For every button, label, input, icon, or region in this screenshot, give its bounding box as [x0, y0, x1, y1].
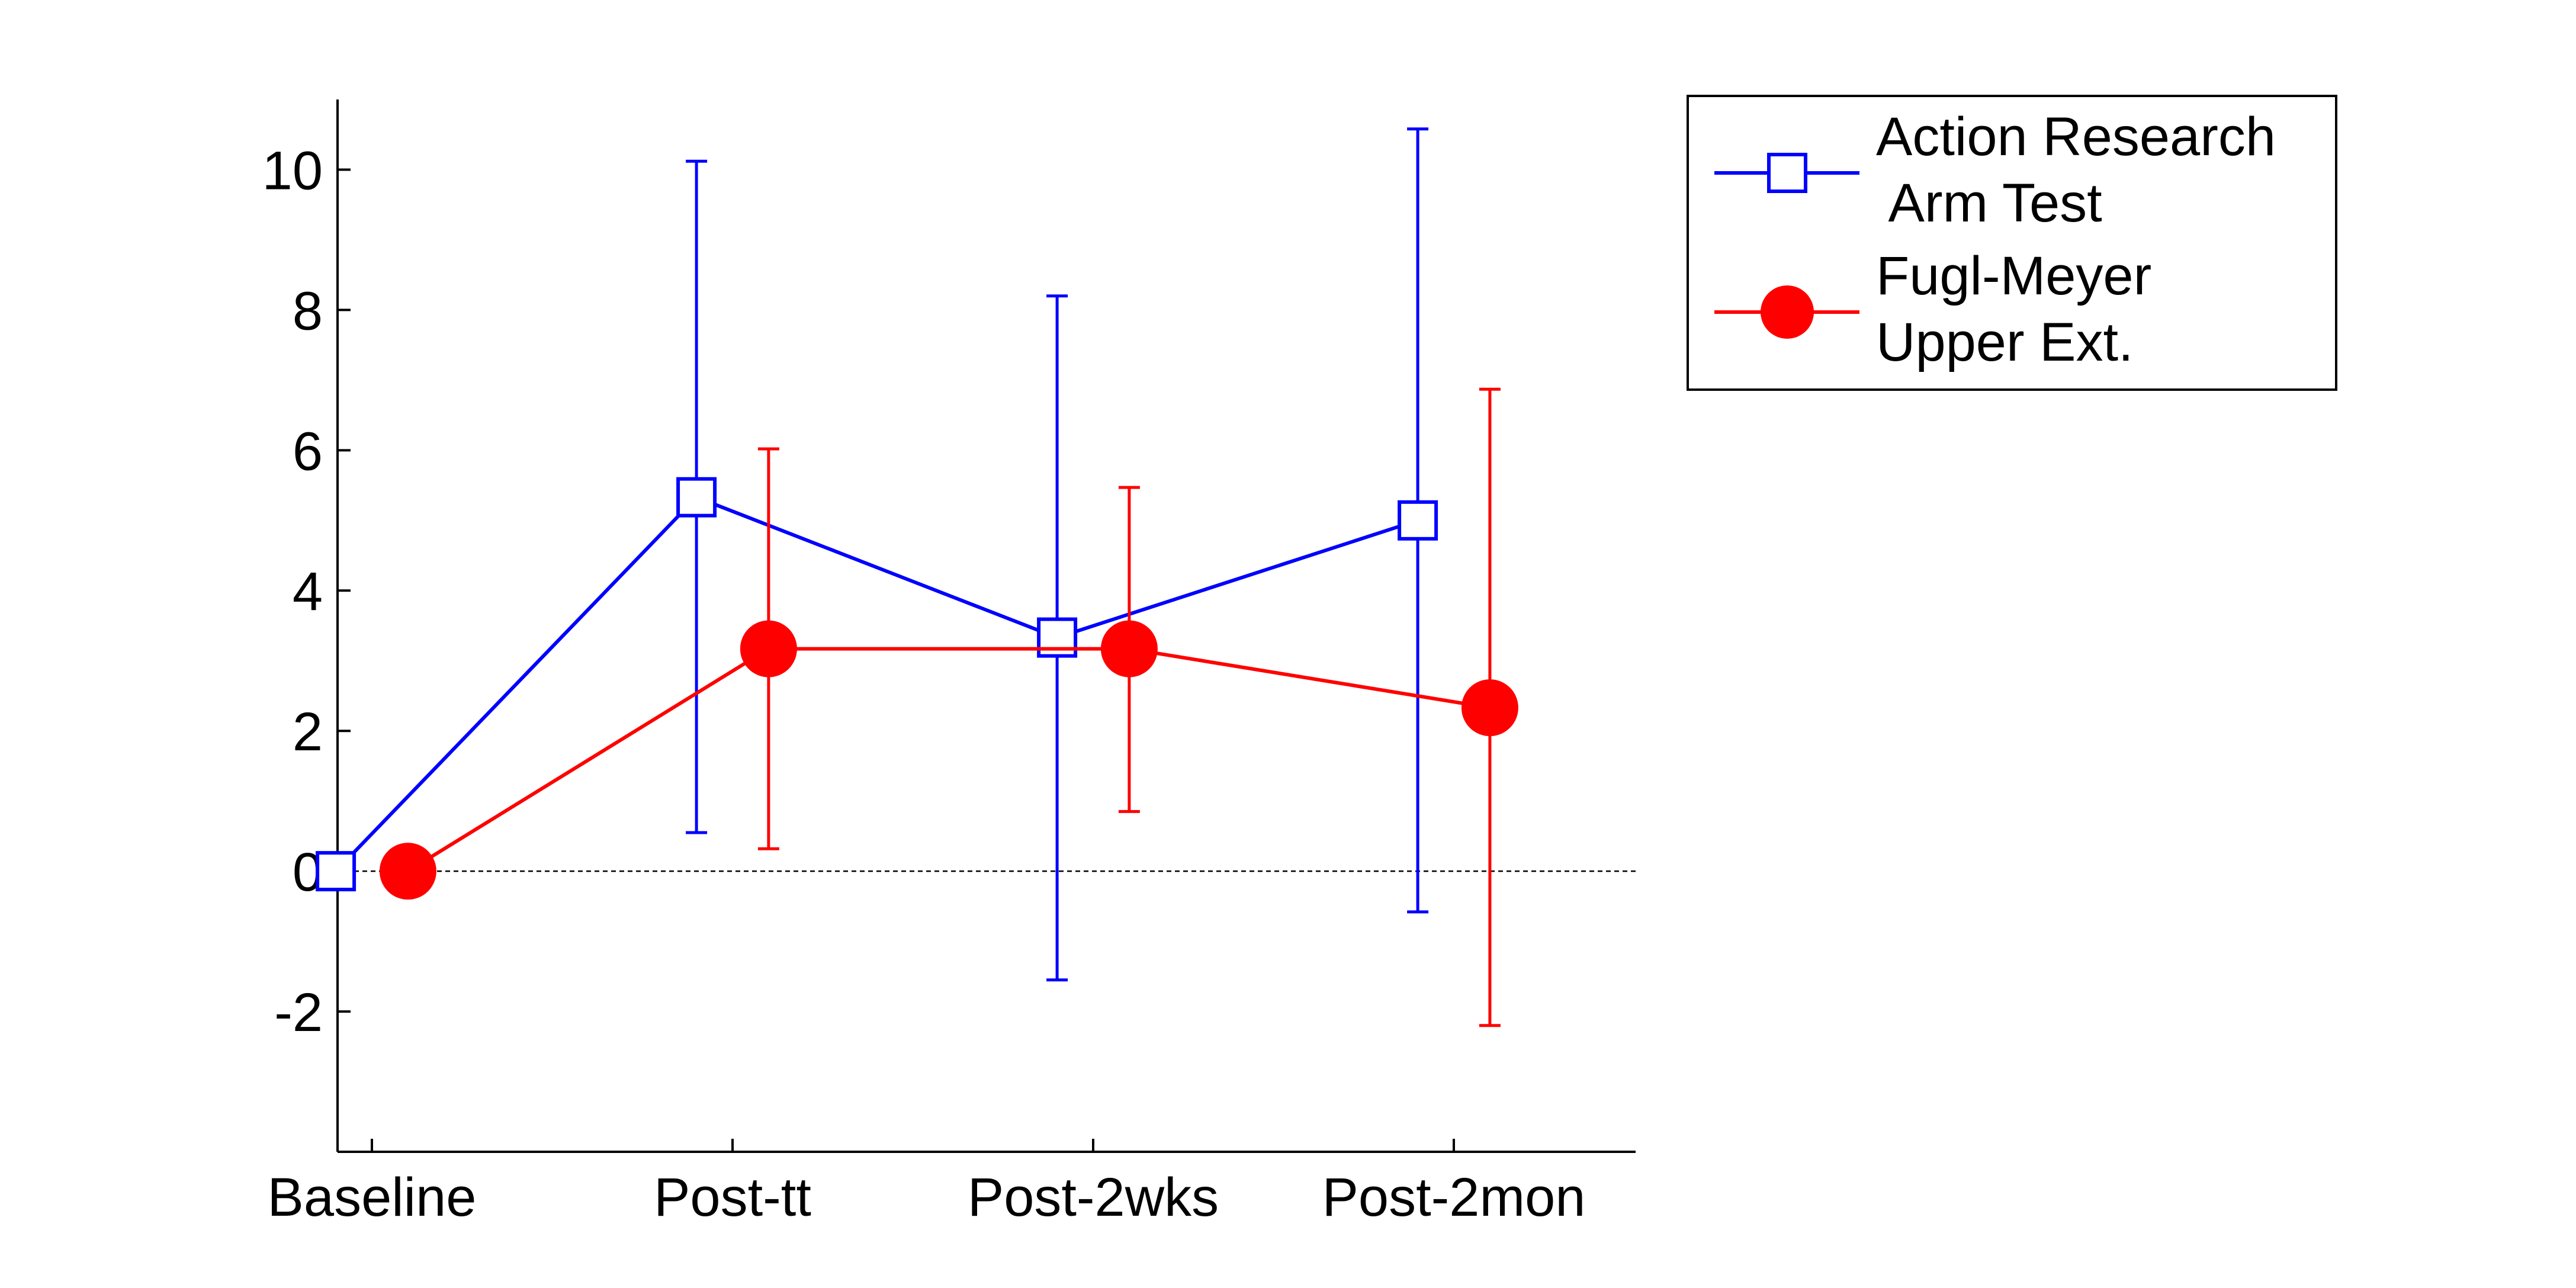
data-point	[1100, 620, 1158, 677]
legend: Action Research Arm Test Fugl-MeyerUpper …	[1687, 95, 2337, 391]
legend-label: Fugl-Meyer	[1876, 246, 2151, 306]
legend-label: Upper Ext.	[1876, 312, 2134, 372]
data-point	[676, 477, 717, 518]
x-tick-label: Post-2wks	[968, 1167, 1219, 1228]
series-2	[379, 387, 1518, 1027]
x-tick-label: Baseline	[268, 1167, 477, 1228]
y-tick-label: 4	[293, 561, 323, 622]
data-point	[740, 620, 797, 677]
legend-marker	[1761, 285, 1814, 339]
x-tick-label: Post-2mon	[1322, 1167, 1586, 1228]
y-tick-label: -2	[274, 982, 323, 1043]
data-point	[316, 851, 356, 892]
legend-label: Arm Test	[1876, 173, 2102, 233]
series-line	[407, 647, 1491, 873]
data-point	[1461, 679, 1518, 737]
legend-marker	[1767, 153, 1807, 193]
series-line	[334, 495, 1419, 873]
y-tick-label: 8	[293, 281, 323, 341]
legend-label: Action Research	[1876, 107, 2276, 167]
legend-box	[1687, 95, 2337, 391]
series	[316, 127, 1518, 1027]
series-1	[316, 127, 1438, 982]
y-tick-label: 6	[293, 421, 323, 481]
y-tick-label: 2	[293, 702, 323, 762]
axes	[336, 99, 1636, 1153]
x-ticks: Baseline Post-tt Post-2wks Post-2mon	[268, 1139, 1586, 1228]
data-point	[1398, 500, 1438, 541]
data-point	[379, 843, 436, 900]
y-tick-label: 10	[262, 140, 323, 201]
x-tick-label: Post-tt	[654, 1167, 811, 1228]
